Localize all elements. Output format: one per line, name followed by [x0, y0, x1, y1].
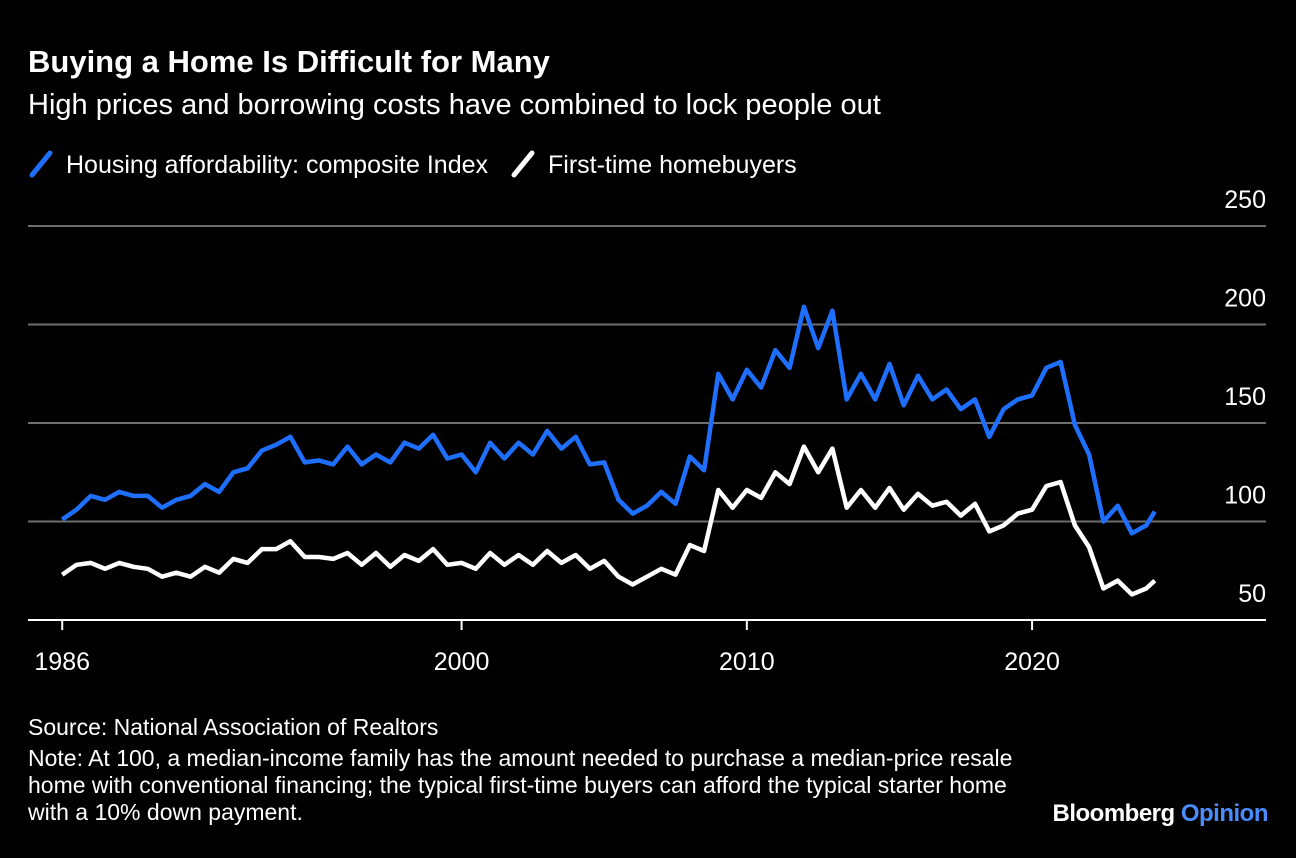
source: Source: National Association of Realtors: [28, 714, 439, 740]
y-tick-label: 50: [1238, 580, 1266, 608]
x-tick-label: 2000: [434, 648, 490, 676]
y-tick-label: 200: [1224, 285, 1266, 313]
series-line: [60, 444, 1157, 597]
x-tick-label: 1986: [34, 648, 90, 676]
chart-title: Buying a Home Is Difficult for Many: [28, 44, 551, 79]
y-tick-label: 100: [1224, 482, 1266, 510]
y-tick-label: 150: [1224, 383, 1266, 411]
brand: Bloomberg Opinion: [1053, 800, 1269, 828]
chart-subtitle: High prices and borrowing costs have com…: [28, 89, 881, 121]
legend: Housing affordability: composite Index Fi…: [29, 150, 797, 179]
brand-section: Opinion: [1180, 800, 1269, 827]
note: Note: At 100, a median-income family has…: [28, 745, 1013, 825]
series-line: [60, 304, 1157, 536]
legend-swatch: [29, 150, 53, 178]
legend-label: Housing affordability: composite Index: [66, 151, 488, 179]
legend-swatch: [511, 150, 535, 178]
y-tick-label: 250: [1224, 186, 1266, 214]
legend-label: First-time homebuyers: [548, 151, 797, 179]
x-tick-label: 2010: [719, 648, 775, 676]
brand-name: Bloomberg: [1052, 800, 1176, 827]
x-tick-label: 2020: [1004, 648, 1060, 676]
